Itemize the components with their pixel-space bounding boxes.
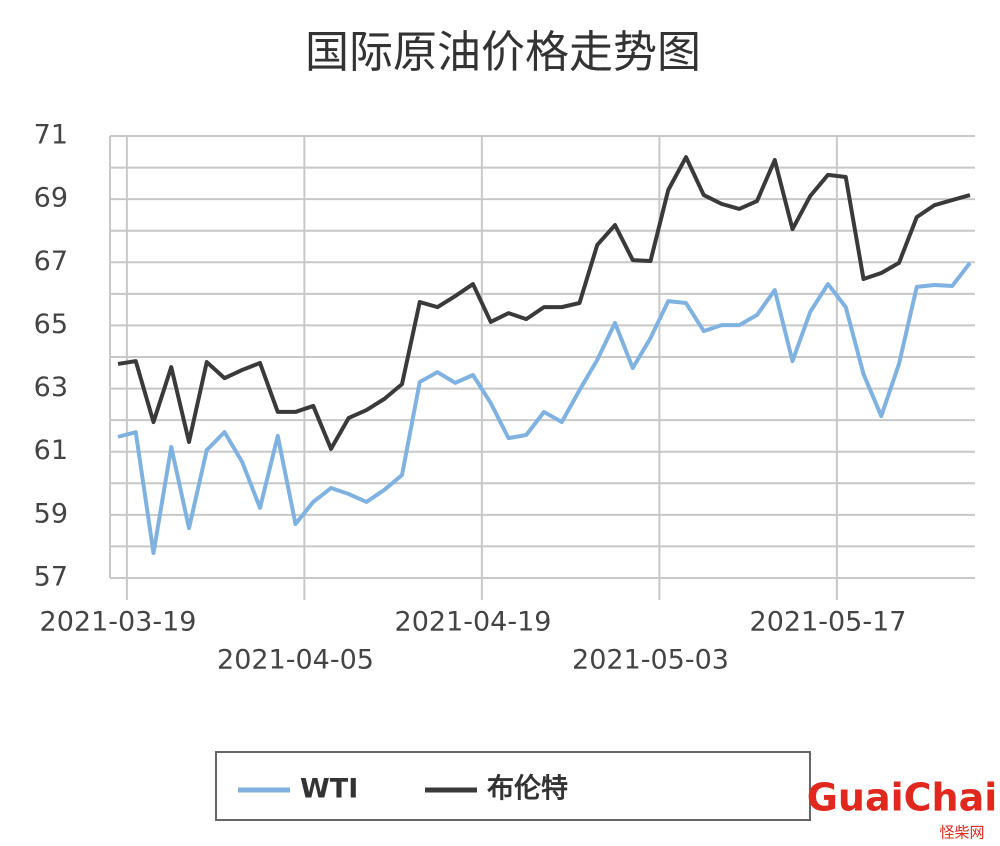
y-tick-label: 57: [34, 562, 68, 593]
x-tick-label: 2021-05-17: [750, 607, 907, 638]
legend-label: 布伦特: [487, 773, 568, 805]
x-tick-label: 2021-05-03: [572, 645, 729, 676]
x-tick-label: 2021-04-19: [395, 607, 552, 638]
watermark: GuaiChai: [807, 776, 998, 820]
series-line: [117, 155, 971, 451]
legend-box: [215, 751, 811, 821]
y-tick-label: 65: [34, 309, 68, 340]
y-tick-label: 61: [34, 435, 68, 466]
watermark-sub: 怪柴网: [939, 824, 984, 842]
y-tick-label: 63: [34, 372, 68, 403]
y-tick-label: 59: [34, 498, 68, 529]
x-tick-label: 2021-04-05: [217, 645, 374, 676]
series-line: [117, 261, 972, 556]
chart-title: 国际原油价格走势图: [305, 27, 701, 78]
x-tick-label: 2021-03-19: [40, 607, 197, 638]
y-tick-label: 67: [34, 246, 68, 277]
y-tick-label: 71: [34, 120, 68, 151]
y-tick-label: 69: [34, 183, 68, 214]
legend-label: WTI: [300, 774, 358, 805]
